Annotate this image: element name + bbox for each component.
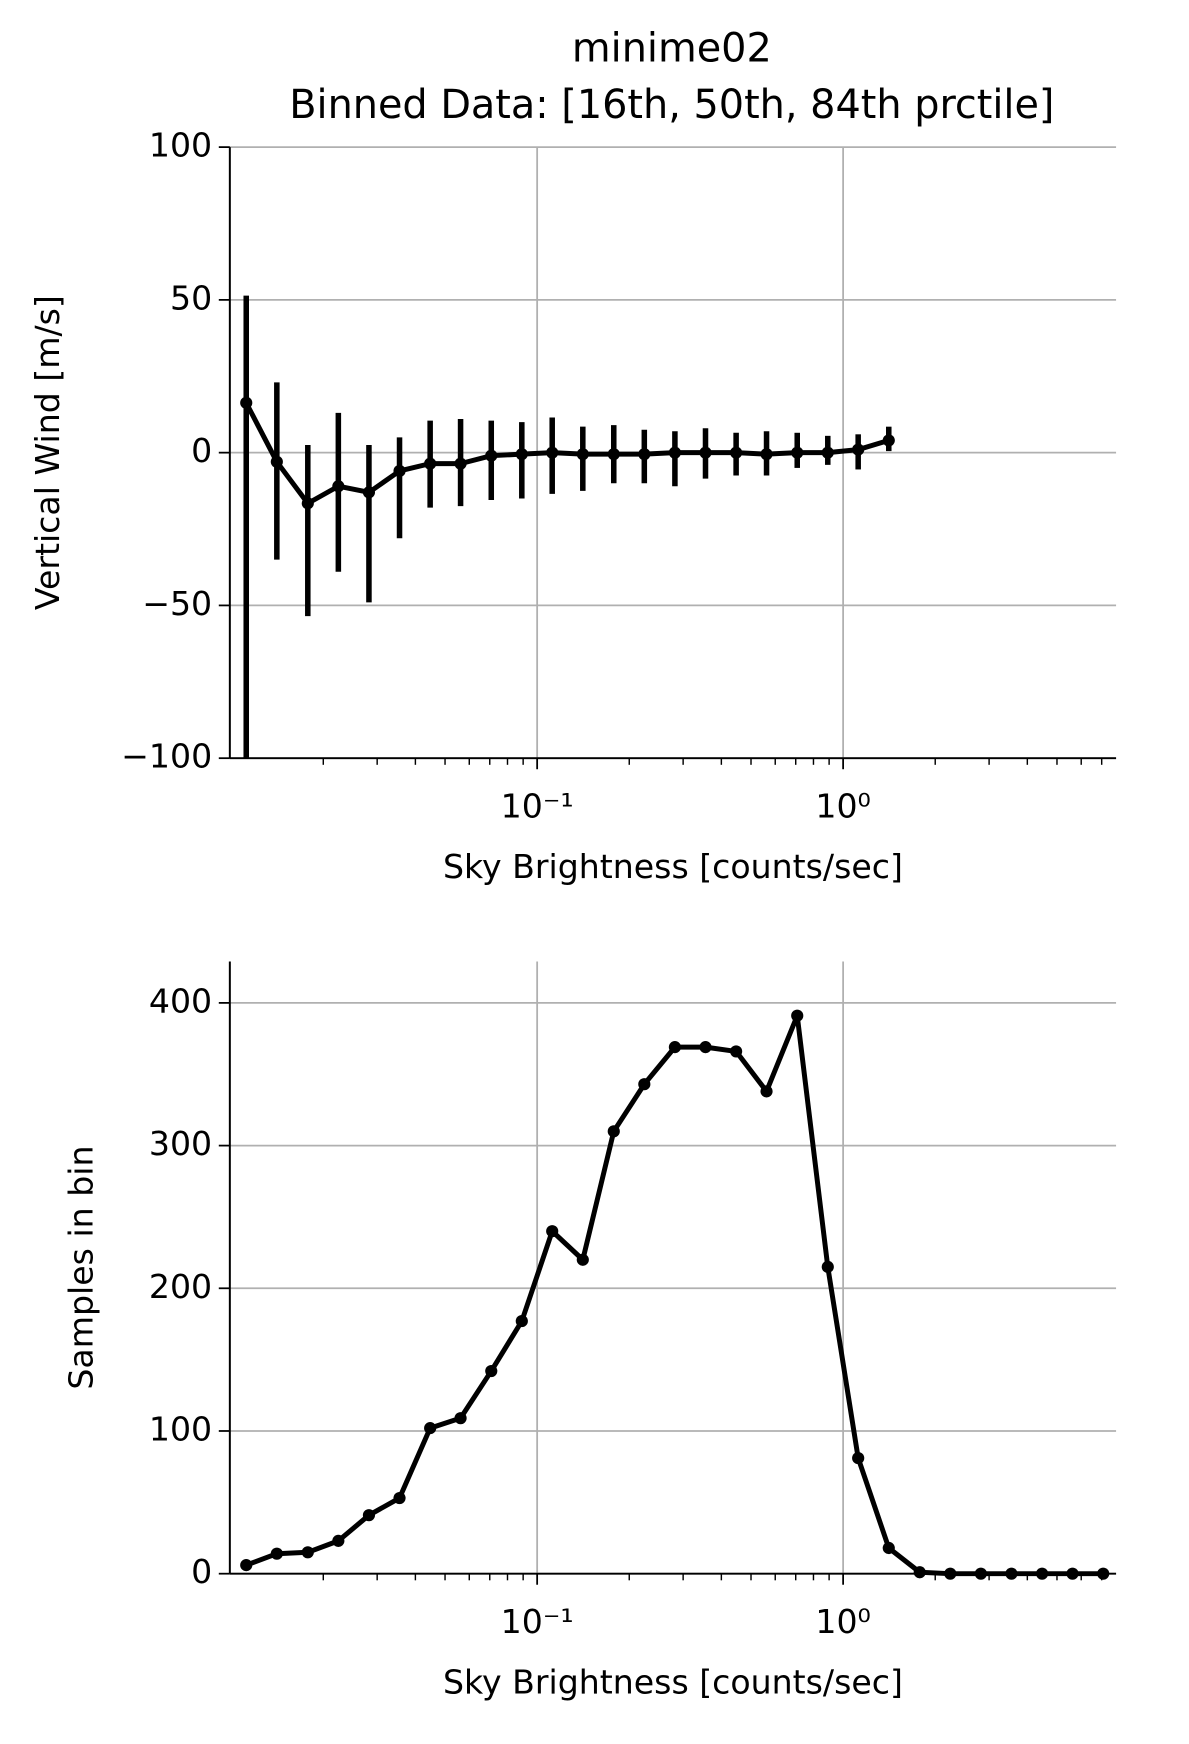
y-tick-label: 50 — [170, 278, 212, 317]
data-point — [791, 1009, 804, 1022]
data-point — [913, 1566, 926, 1579]
data-point — [515, 448, 528, 461]
data-point — [332, 480, 345, 493]
data-point — [699, 446, 712, 459]
data-point — [332, 1534, 345, 1547]
data-point — [699, 1041, 712, 1054]
x-axis-label: Sky Brightness [counts/sec] — [443, 1663, 903, 1702]
x-tick-label: 10⁰ — [815, 1602, 870, 1641]
data-point — [638, 448, 651, 461]
data-point — [821, 446, 834, 459]
data-line — [244, 401, 890, 506]
x-tick-label: 10⁻¹ — [501, 786, 574, 825]
x-tick-label: 10⁰ — [815, 786, 870, 825]
data-point — [485, 449, 498, 462]
data-line — [245, 1013, 1104, 1577]
data-point — [974, 1567, 987, 1580]
data-point — [454, 457, 467, 470]
chart-title: minime02 — [572, 25, 772, 71]
y-axis-label: Samples in bin — [61, 1146, 100, 1390]
data-point — [393, 1491, 406, 1505]
data-point — [393, 464, 406, 478]
y-tick-label: 0 — [191, 431, 212, 470]
data-point — [270, 455, 283, 468]
y-tick-label: −100 — [121, 737, 212, 776]
data-point — [576, 1253, 589, 1266]
data-point — [301, 1546, 314, 1559]
data-point — [240, 396, 253, 409]
data-point — [424, 457, 437, 470]
data-point — [424, 1422, 437, 1435]
data-point — [301, 497, 314, 510]
data-point — [882, 434, 895, 447]
data-point — [1097, 1567, 1110, 1580]
data-point — [362, 486, 376, 499]
chart-subtitle: Binned Data: [16th, 50th, 84th prctile] — [289, 82, 1054, 128]
data-point — [270, 1547, 283, 1560]
data-point — [485, 1364, 498, 1378]
data-point — [1005, 1567, 1018, 1580]
data-point — [730, 446, 743, 459]
data-point — [576, 448, 589, 461]
y-axis-label: Vertical Wind [m/s] — [28, 295, 67, 610]
y-tick-label: 200 — [149, 1267, 212, 1306]
data-point — [546, 1225, 559, 1238]
data-point — [760, 448, 773, 461]
data-point — [760, 1085, 773, 1098]
data-point — [607, 1125, 620, 1138]
data-point — [882, 1541, 895, 1555]
data-point — [668, 1041, 681, 1054]
data-point — [607, 448, 620, 461]
y-tick-label: 400 — [149, 981, 212, 1020]
y-tick-label: 0 — [191, 1552, 212, 1591]
data-point — [821, 1260, 834, 1273]
data-point — [1066, 1567, 1079, 1580]
x-tick-label: 10⁻¹ — [501, 1602, 574, 1641]
data-point — [546, 446, 559, 459]
y-tick-label: 100 — [149, 1409, 212, 1448]
data-point — [454, 1412, 467, 1425]
data-point — [791, 446, 804, 459]
data-point — [944, 1567, 957, 1580]
data-point — [638, 1078, 651, 1091]
data-point — [730, 1045, 743, 1058]
data-point — [668, 446, 681, 459]
data-point — [852, 1452, 865, 1465]
data-point — [240, 1559, 253, 1572]
data-point — [1036, 1567, 1049, 1580]
y-tick-label: 300 — [149, 1124, 212, 1163]
y-tick-label: −50 — [142, 584, 212, 623]
data-point — [515, 1315, 528, 1328]
data-point — [852, 443, 865, 456]
x-axis-label: Sky Brightness [counts/sec] — [443, 847, 903, 886]
data-point — [362, 1509, 376, 1522]
y-tick-label: 100 — [149, 126, 212, 165]
